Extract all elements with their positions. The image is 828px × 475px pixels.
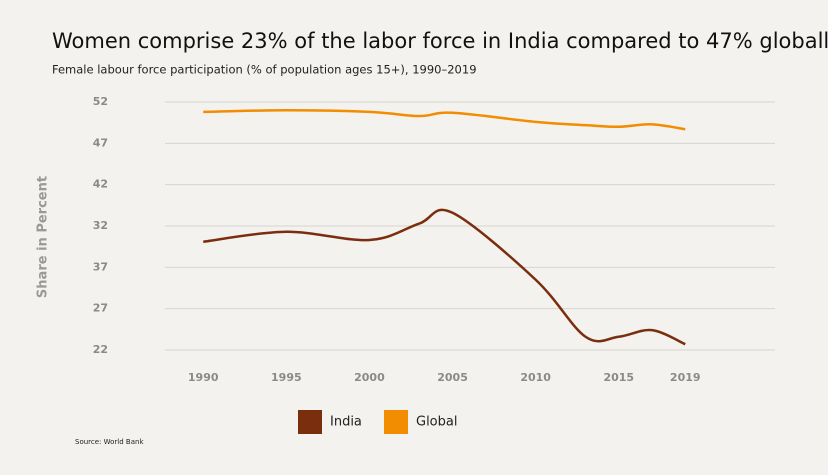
y-tick-label: 52 xyxy=(93,95,108,108)
x-tick-label: 2010 xyxy=(520,371,551,384)
x-tick-label: 2005 xyxy=(437,371,468,384)
y-tick-label: 37 xyxy=(93,260,108,273)
x-tick-label: 2019 xyxy=(670,371,701,384)
legend-swatch xyxy=(384,410,408,434)
y-axis-label: Share in Percent xyxy=(36,176,51,298)
legend-label: India xyxy=(330,415,362,430)
x-tick-label: 1995 xyxy=(271,371,302,384)
y-tick-label: 32 xyxy=(93,219,108,232)
series-line xyxy=(203,208,686,346)
x-tick-label: 2015 xyxy=(603,371,634,384)
source: Source: World Bank xyxy=(75,438,144,446)
x-tick-label: 2000 xyxy=(354,371,385,384)
chart-title: Women comprise 23% of the labor force in… xyxy=(52,29,828,53)
y-tick-label: 22 xyxy=(93,343,108,356)
series-line xyxy=(203,109,686,131)
chart-subtitle: Female labour force participation (% of … xyxy=(52,63,477,77)
legend-label: Global xyxy=(416,415,457,430)
x-tick-label: 1990 xyxy=(188,371,219,384)
legend-swatch xyxy=(298,410,322,434)
y-tick-label: 47 xyxy=(93,136,108,149)
y-tick-label: 27 xyxy=(93,302,108,315)
y-tick-label: 42 xyxy=(93,178,108,191)
